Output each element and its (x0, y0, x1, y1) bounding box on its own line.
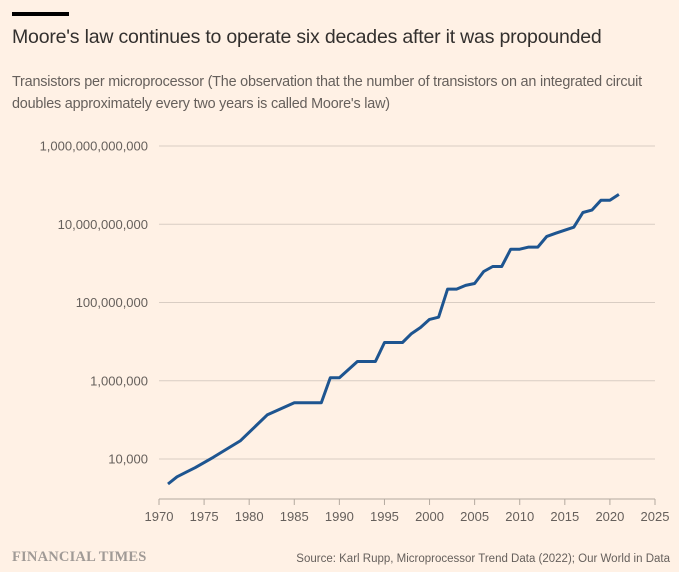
chart-subtitle: Transistors per microprocessor (The obse… (12, 74, 642, 112)
y-tick-label: 1,000,000,000,000 (40, 139, 148, 154)
y-tick-label: 10,000 (108, 452, 148, 467)
x-tick-label: 2010 (505, 509, 534, 524)
x-tick-label: 2020 (595, 509, 624, 524)
series-line (167, 193, 620, 486)
gridlines (159, 145, 655, 460)
x-tick-label: 1975 (190, 509, 219, 524)
y-tick-label: 100,000,000 (76, 295, 148, 310)
x-tick-label: 1990 (325, 509, 354, 524)
brand-logo: FINANCIAL TIMES (12, 549, 147, 565)
x-tick-label: 2000 (415, 509, 444, 524)
chart-title: Moore's law continues to operate six dec… (12, 26, 602, 48)
x-tick-label: 2005 (460, 509, 489, 524)
x-axis: 1970 1975 1980 1985 1990 1995 2000 2005 2010 2015… (145, 498, 670, 524)
y-axis: 10,000 1,000,000 100,000,000 10,000,000,000… (40, 139, 148, 467)
x-tick-label: 1985 (280, 509, 309, 524)
brand-accent-bar (12, 12, 69, 16)
source-note: Source: Karl Rupp, Microprocessor Trend … (296, 553, 670, 565)
x-tick-label: 2025 (641, 509, 670, 524)
x-tick-label: 1970 (145, 509, 174, 524)
data-points (167, 193, 621, 486)
x-tick-label: 1995 (370, 509, 399, 524)
y-tick-label: 10,000,000,000 (58, 217, 148, 232)
x-tick-label: 1980 (235, 509, 264, 524)
x-tick-label: 2015 (550, 509, 579, 524)
y-tick-label: 1,000,000 (90, 373, 148, 388)
